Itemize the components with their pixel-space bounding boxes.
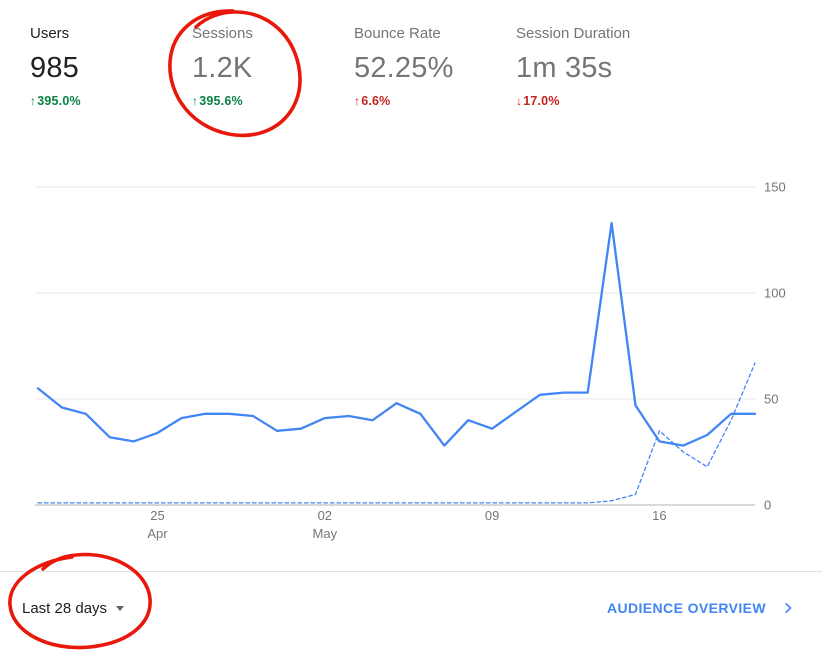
metric-label: Users — [30, 25, 70, 42]
x-axis-label: 25 — [150, 508, 164, 523]
trend-up-icon: ↑ — [354, 94, 361, 108]
metric-value: 1.2K — [192, 52, 253, 84]
y-axis-label: 150 — [764, 180, 786, 195]
trend-down-icon: ↓ — [516, 94, 523, 108]
delta-value: 6.6% — [361, 94, 391, 108]
audience-overview-label: AUDIENCE OVERVIEW — [606, 600, 766, 616]
metric-delta: ↑395.0% — [30, 94, 192, 108]
metric-bounce-rate[interactable]: Bounce Rate 52.25% ↑6.6% — [354, 24, 516, 108]
y-axis-label: 0 — [764, 498, 771, 513]
metric-label: Session Duration — [516, 25, 631, 42]
metric-delta: ↓17.0% — [516, 94, 678, 108]
metric-sessions[interactable]: Sessions 1.2K ↑395.6% — [192, 24, 354, 108]
series-line-previous-period — [37, 362, 756, 504]
metric-delta: ↑395.6% — [192, 94, 354, 108]
metric-value: 1m 35s — [516, 52, 613, 84]
series-line-current-period — [36, 221, 757, 447]
metric-value: 985 — [30, 52, 79, 84]
traffic-chart: 0 50 100 150 25 Apr 02 May 09 16 — [35, 180, 786, 541]
date-range-label: Last 28 days — [22, 599, 108, 617]
metric-label: Bounce Rate — [354, 25, 441, 42]
audience-overview-link[interactable]: AUDIENCE OVERVIEW — [607, 600, 796, 616]
footer: Last 28 days AUDIENCE OVERVIEW — [0, 571, 822, 652]
delta-value: 395.0% — [37, 94, 81, 108]
metrics-row: Users 985 ↑395.0% Sessions 1.2K ↑395.6% … — [30, 24, 678, 108]
metric-label: Sessions — [192, 25, 253, 42]
date-range-selector[interactable]: Last 28 days — [22, 599, 125, 617]
x-axis-sublabel: May — [313, 526, 338, 541]
x-axis-label: 09 — [485, 508, 499, 523]
trend-up-icon: ↑ — [192, 94, 199, 108]
metric-delta: ↑6.6% — [354, 94, 516, 108]
x-axis-label: 02 — [318, 508, 332, 523]
y-axis-label: 100 — [764, 286, 786, 301]
metric-session-duration[interactable]: Session Duration 1m 35s ↓17.0% — [516, 24, 678, 108]
trend-up-icon: ↑ — [30, 94, 37, 108]
chevron-right-icon — [785, 602, 792, 614]
caret-down-icon — [116, 605, 125, 611]
y-axis-label: 50 — [764, 392, 778, 407]
x-axis-label: 16 — [652, 508, 666, 523]
metric-value: 52.25% — [354, 52, 454, 84]
x-axis-sublabel: Apr — [147, 526, 168, 541]
metric-users[interactable]: Users 985 ↑395.0% — [30, 24, 192, 108]
delta-value: 17.0% — [523, 94, 560, 108]
delta-value: 395.6% — [199, 94, 243, 108]
